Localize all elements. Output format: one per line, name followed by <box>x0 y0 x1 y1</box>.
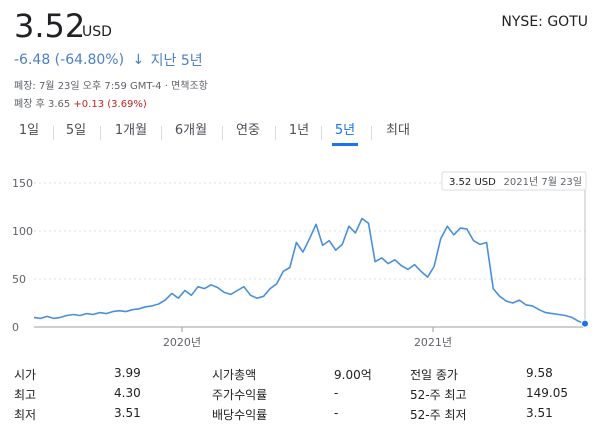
tab-divider <box>52 126 54 140</box>
stat-value: 149.05 <box>526 386 568 400</box>
tab-divider <box>275 126 276 140</box>
change-period: 지난 5년 <box>150 53 203 69</box>
tab-range-4[interactable]: 연중 <box>236 123 260 138</box>
stat-value: - <box>334 386 339 400</box>
y-tick-label: 100 <box>12 225 33 238</box>
tab-range-0[interactable]: 1일 <box>18 123 40 138</box>
stat-label: 최고 <box>14 388 37 402</box>
tab-range-3[interactable]: 6개월 <box>174 123 208 138</box>
stat-label: 배당수익률 <box>212 408 268 422</box>
stat-value: 3.51 <box>526 406 553 420</box>
y-tick-label: 150 <box>12 177 33 190</box>
price-change-row: -6.48 (-64.80%) ↓ 지난 5년 <box>14 50 203 70</box>
after-hours-info: 폐장 후 3.65 +0.13 (3.69%) <box>14 95 147 110</box>
after-hours-price: 폐장 후 3.65 <box>14 99 71 110</box>
tooltip-date: 2021년 7월 23일 <box>504 176 583 188</box>
after-hours-change: +0.13 (3.69%) <box>73 99 147 110</box>
market-closed-info: 폐장: 7월 23일 오후 7:59 GMT-4 · 면책조항 <box>14 81 208 92</box>
currency-label: USD <box>82 24 112 40</box>
exchange-ticker: NYSE: GOTU <box>501 14 588 30</box>
tab-divider <box>160 126 162 140</box>
last-point-marker <box>581 319 589 328</box>
y-tick-label: 50 <box>12 273 26 286</box>
x-tick-label: 2020년 <box>163 336 201 349</box>
stat-label: 전일 종가 <box>410 368 458 382</box>
tab-divider <box>100 126 101 140</box>
tab-divider <box>222 126 223 140</box>
tooltip-value: 3.52 USD <box>449 177 496 188</box>
price-chart[interactable]: 0 50 100 150 2020년 2021년 3.52 USD 2021년 7월 23일 <box>0 160 600 360</box>
x-tick-label: 2021년 <box>414 336 452 349</box>
stat-value: - <box>334 406 339 420</box>
tab-range-6[interactable]: 5년 <box>332 120 358 146</box>
stat-label: 52-주 최저 <box>410 408 467 422</box>
price-change: -6.48 (-64.80%) <box>14 52 125 68</box>
price-series-line <box>33 217 586 325</box>
arrow-down-icon: ↓ <box>132 52 145 68</box>
tab-range-7[interactable]: 최대 <box>386 123 410 138</box>
stock-price: 3.52 <box>14 7 86 45</box>
stat-value: 9.58 <box>526 366 553 380</box>
tab-range-5[interactable]: 1년 <box>288 123 310 138</box>
stat-value: 9.00억 <box>334 368 372 382</box>
y-tick-label: 0 <box>12 321 19 334</box>
stat-label: 시가총액 <box>212 368 257 382</box>
stat-value: 3.51 <box>114 406 141 420</box>
stat-value: 3.99 <box>114 366 141 380</box>
tab-divider <box>321 126 322 140</box>
stat-label: 최저 <box>14 408 37 422</box>
tooltip-box <box>441 171 587 191</box>
stat-label: 시가 <box>14 368 37 382</box>
tab-range-2[interactable]: 1개월 <box>114 123 148 138</box>
tab-divider <box>371 126 372 140</box>
stat-label: 주가수익률 <box>212 388 268 402</box>
stat-label: 52-주 최고 <box>410 388 467 402</box>
stat-value: 4.30 <box>114 386 141 400</box>
tab-range-1[interactable]: 5일 <box>65 123 87 138</box>
